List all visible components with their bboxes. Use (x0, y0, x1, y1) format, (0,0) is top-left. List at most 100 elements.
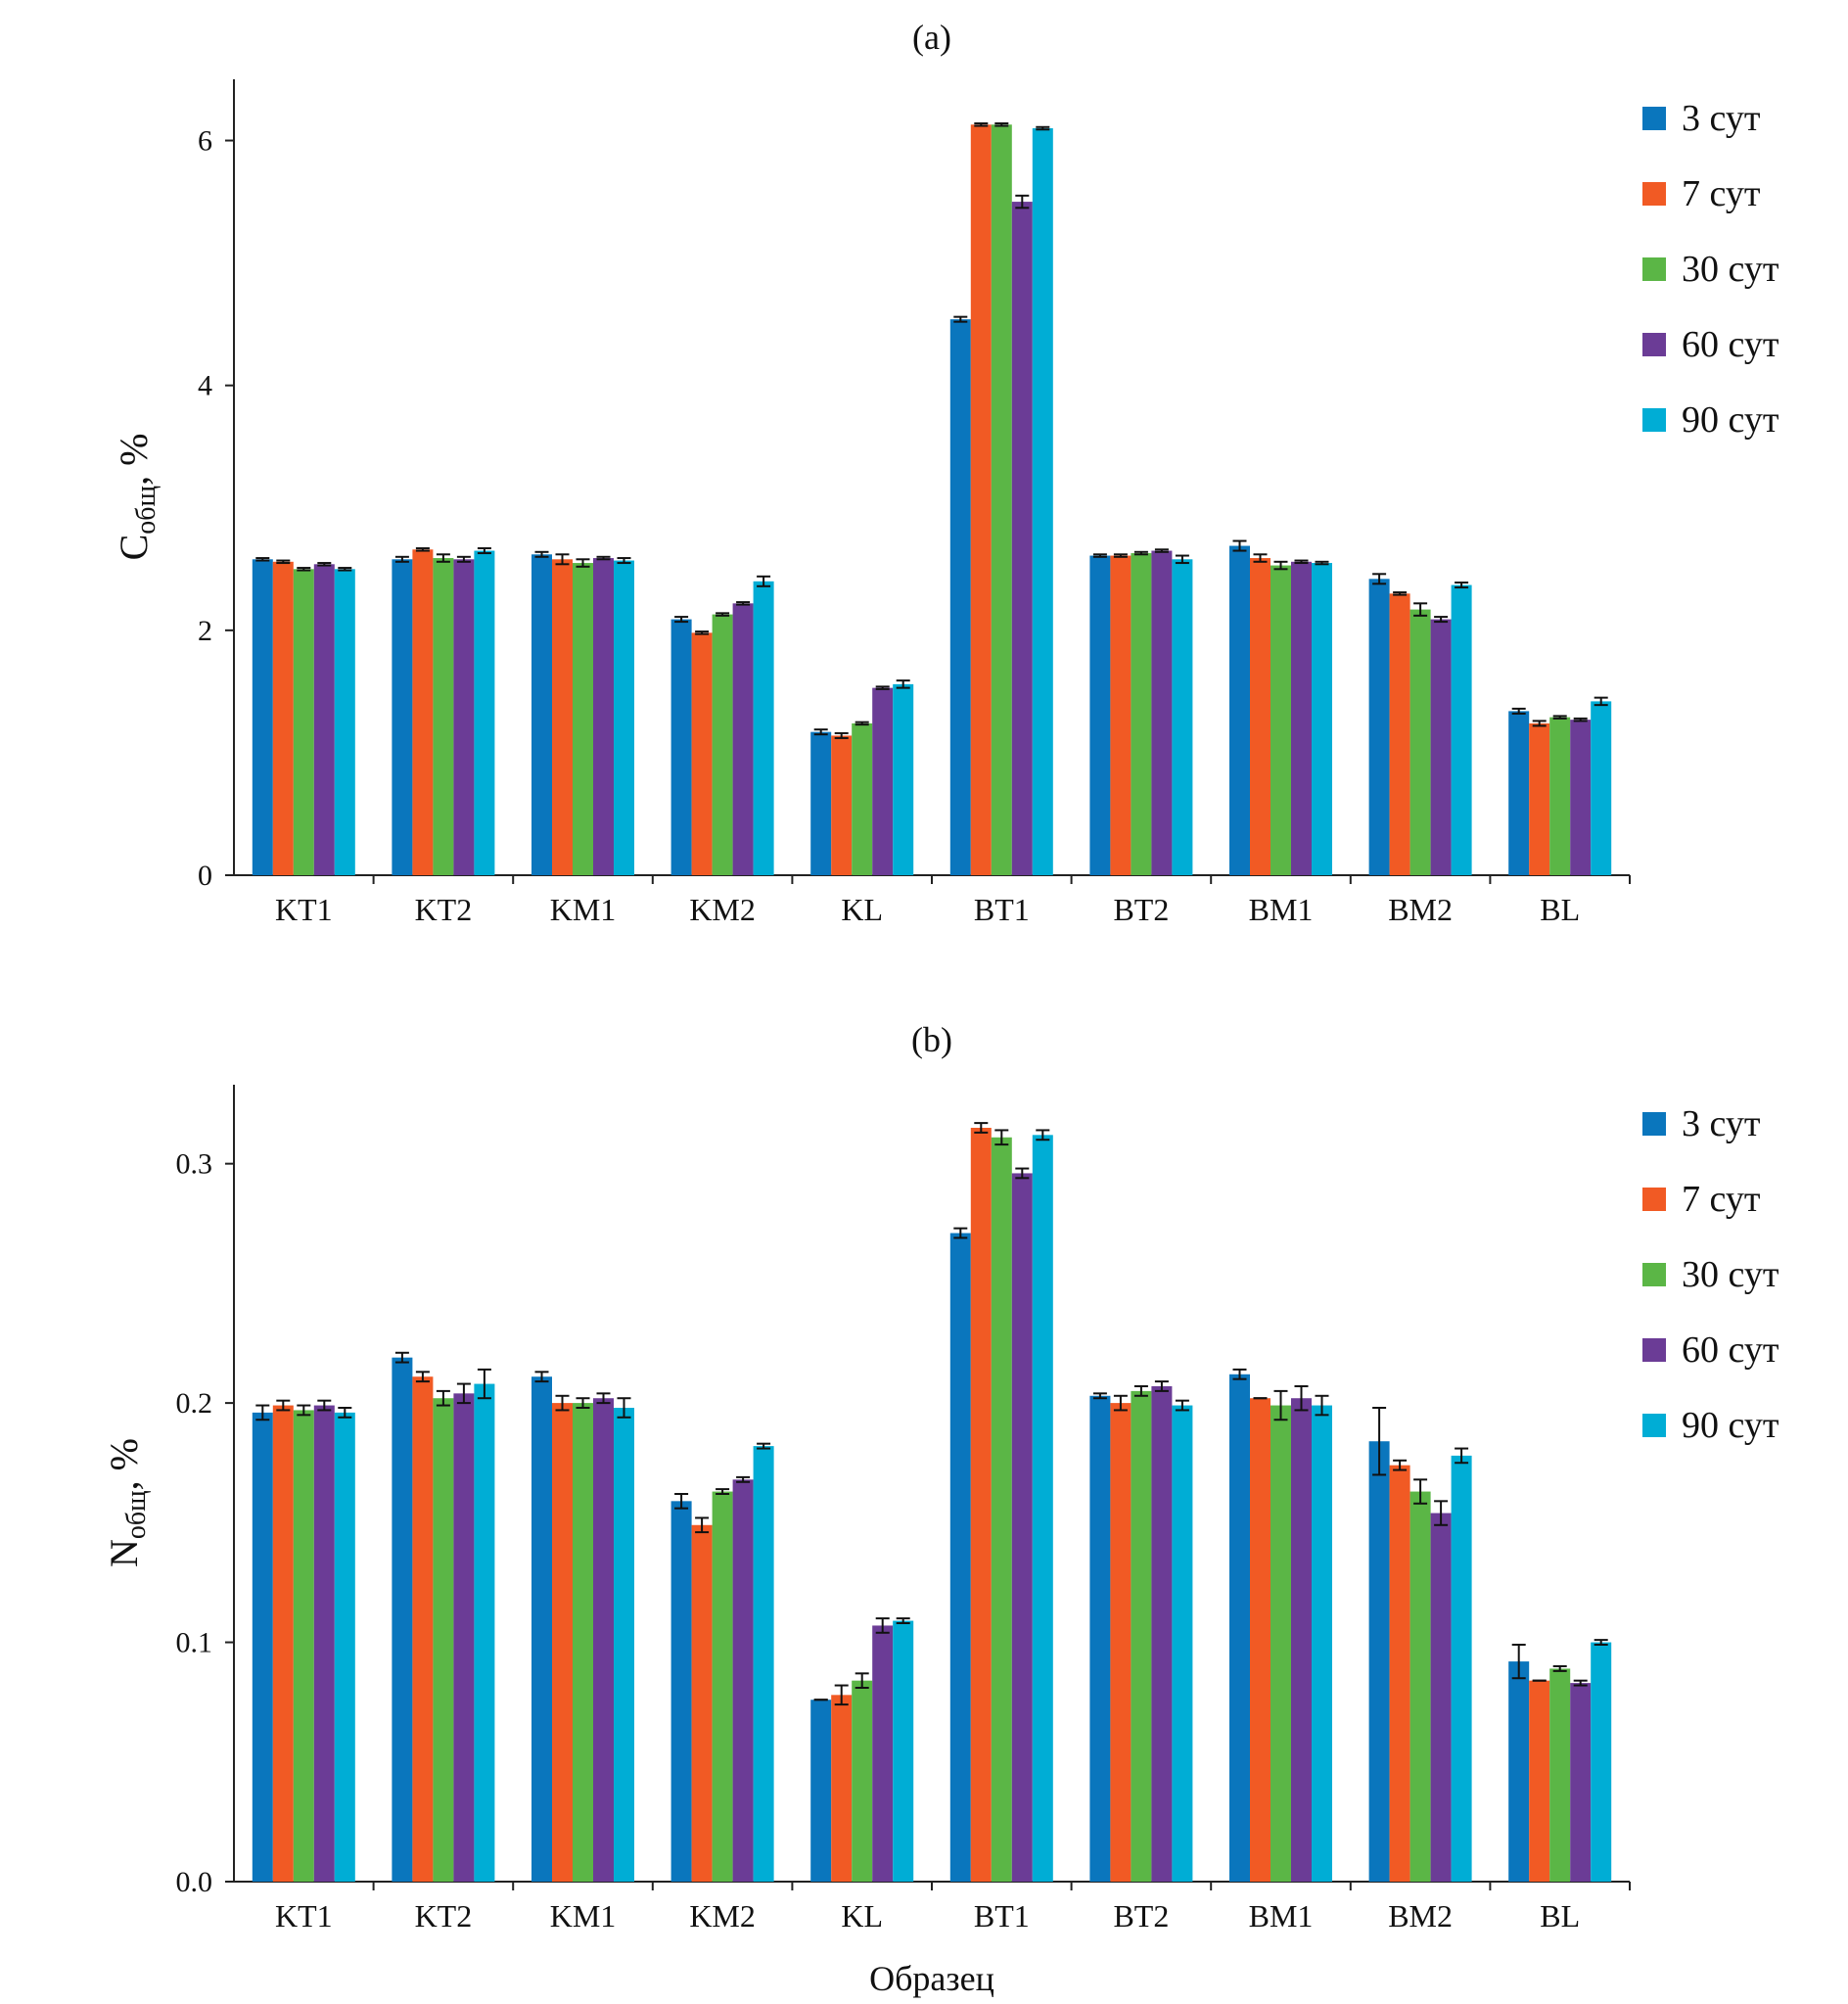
bar (1291, 1398, 1312, 1882)
y-tick-label: 2 (198, 615, 212, 647)
bar (1409, 609, 1431, 875)
bar (1570, 1683, 1592, 1882)
y-tick-label: 0.1 (176, 1627, 213, 1659)
bar (1389, 1465, 1410, 1882)
bar (334, 569, 355, 875)
legend-swatch (1642, 1263, 1666, 1286)
x-tick-label: BM2 (1388, 892, 1453, 927)
x-tick-label: KT2 (415, 1898, 473, 1934)
y-tick-label: 6 (198, 125, 212, 158)
bar (1430, 1513, 1452, 1882)
bar (970, 1128, 992, 1882)
bar (852, 722, 873, 875)
bar (531, 554, 552, 875)
bar (810, 1700, 832, 1882)
legend-label: 7 сут (1682, 173, 1761, 214)
bar (1229, 1374, 1250, 1882)
x-tick-label: BT1 (974, 892, 1030, 927)
bar (433, 1398, 454, 1882)
bar (1131, 553, 1152, 875)
bar (732, 1479, 754, 1882)
bar (593, 558, 614, 875)
bar (614, 1408, 634, 1882)
bar (753, 581, 774, 875)
bar (1508, 1661, 1530, 1882)
bar (810, 731, 832, 875)
x-tick-label: KT1 (275, 892, 333, 927)
x-tick-label: BT2 (1113, 1898, 1169, 1934)
bar (453, 559, 475, 875)
legend-label: 90 сут (1682, 1405, 1779, 1446)
bar (1451, 1455, 1472, 1882)
bar (1270, 565, 1291, 875)
bar (1570, 720, 1592, 875)
bar (949, 319, 971, 875)
x-tick-label: KT2 (415, 892, 473, 927)
bar (831, 735, 853, 875)
legend-swatch (1642, 1338, 1666, 1362)
bar (1011, 202, 1033, 876)
y-axis-label: Cобщ, % (112, 434, 162, 561)
bar (272, 1405, 294, 1882)
legend-label: 3 сут (1682, 98, 1761, 139)
bar (252, 1412, 273, 1882)
bar (1529, 1680, 1550, 1882)
bar (991, 1137, 1012, 1882)
x-tick-label: BT1 (974, 1898, 1030, 1934)
y-label-sub: общ (121, 1490, 152, 1539)
bar (1430, 619, 1452, 875)
bar (614, 560, 634, 875)
bar (712, 1491, 733, 1882)
legend-label: 90 сут (1682, 399, 1779, 441)
bar (412, 1376, 434, 1882)
bar (831, 1695, 853, 1882)
bar (1451, 584, 1472, 875)
x-tick-label: KT1 (275, 1898, 333, 1934)
bar (1032, 1135, 1053, 1882)
bar (991, 124, 1012, 876)
legend-label: 7 сут (1682, 1179, 1761, 1220)
legend-swatch (1642, 182, 1666, 206)
bar (732, 603, 754, 875)
bar (573, 1403, 593, 1882)
bar (272, 561, 294, 875)
bar (1151, 550, 1173, 875)
bar (1389, 593, 1410, 875)
y-label-main: C (112, 535, 156, 561)
bar (1549, 1668, 1571, 1882)
bar (453, 1393, 475, 1882)
bar (552, 1403, 573, 1882)
bar (1089, 1395, 1111, 1882)
bar (1011, 1173, 1033, 1882)
legend-label: 3 сут (1682, 1103, 1761, 1144)
bar (1270, 1405, 1291, 1882)
x-tick-label: KL (841, 1898, 883, 1934)
bar (1508, 711, 1530, 875)
bar (949, 1233, 971, 1882)
legend-swatch (1642, 257, 1666, 281)
bar (1291, 561, 1312, 875)
chart-panel-b: (b) 0.0 0.1 0.2 0.3 Nобщ, % KT1 KT2 KM1 KM2 KL BT1 B… (102, 1020, 1779, 1934)
bar (1229, 545, 1250, 875)
bar (691, 1524, 713, 1882)
bar (412, 549, 434, 875)
bar (1409, 1491, 1431, 1882)
bar (1172, 1405, 1193, 1882)
x-tick-label: KL (841, 892, 883, 927)
y-tick-label: 0.2 (176, 1387, 213, 1420)
legend-swatch (1642, 333, 1666, 356)
y-tick-label: 0.0 (176, 1866, 213, 1898)
legend-swatch (1642, 1414, 1666, 1437)
chart-title: (b) (911, 1020, 952, 1059)
legend-swatch (1642, 107, 1666, 130)
bar (474, 1383, 495, 1882)
bar (334, 1412, 355, 1882)
x-tick-label: KM2 (689, 892, 756, 927)
x-tick-label: KM2 (689, 1898, 756, 1934)
bar (1368, 1441, 1390, 1882)
x-tick-label: BL (1540, 892, 1580, 927)
bar (433, 558, 454, 875)
x-tick-label: KM1 (550, 892, 617, 927)
legend: 3 сут 7 сут 30 сут 60 сут 90 сут (1642, 1103, 1779, 1446)
